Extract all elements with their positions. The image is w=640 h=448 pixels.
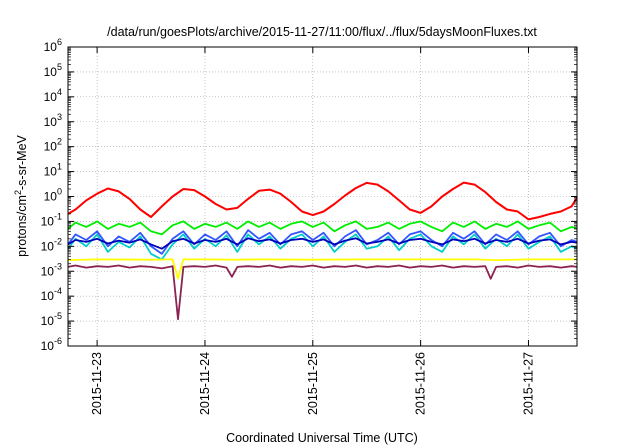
y-tick-base: 10 (44, 115, 58, 129)
y-tick-label: 10-6 (41, 336, 62, 353)
y-tick-base: 10 (41, 214, 55, 228)
series-line-5 (67, 237, 578, 250)
y-tick-label: 10-4 (41, 286, 62, 303)
y-tick-label: 10-2 (41, 236, 62, 253)
x-tick-labels: 2015-11-23 2015-11-24 2015-11-25 2015-11-26… (90, 352, 535, 415)
y-tick-exp: 6 (57, 37, 62, 47)
y-tick-exp: 3 (57, 112, 62, 122)
y-tick-base: 10 (41, 264, 55, 278)
y-tick-exp: -6 (54, 336, 62, 346)
y-tick-label: 100 (44, 187, 62, 204)
x-tick-label: 2015-11-25 (306, 352, 320, 415)
series-layer (67, 181, 578, 321)
y-tick-base: 10 (44, 65, 58, 79)
y-tick-labels: 10-610-510-410-310-210-11001011021031041… (41, 37, 62, 353)
y-tick-label: 103 (44, 112, 62, 129)
y-tick-base: 10 (44, 190, 58, 204)
x-axis-label: Coordinated Universal Time (UTC) (226, 431, 418, 445)
y-tick-exp: -4 (54, 286, 62, 296)
y-tick-label: 10-3 (41, 261, 62, 278)
x-tick-label: 2015-11-24 (198, 352, 212, 415)
x-tick-label: 2015-11-23 (90, 352, 104, 415)
y-tick-exp: 2 (57, 137, 62, 147)
y-tick-exp: 1 (57, 162, 62, 172)
ticks (68, 46, 577, 347)
y-tick-label: 104 (44, 87, 62, 104)
y-axis-label-rest: -s-sr-MeV (15, 134, 29, 190)
y-tick-exp: 4 (57, 87, 62, 97)
y-tick-base: 10 (44, 165, 58, 179)
grid (68, 47, 577, 346)
series-line-1 (67, 181, 578, 221)
y-tick-exp: 5 (57, 62, 62, 72)
y-tick-exp: -5 (54, 311, 62, 321)
x-tick-label: 2015-11-26 (414, 352, 428, 415)
y-tick-label: 101 (44, 162, 62, 179)
y-axis-label-base: protons/cm (15, 195, 29, 257)
x-tick-label: 2015-11-27 (521, 352, 535, 415)
y-tick-base: 10 (41, 239, 55, 253)
series-line-7 (67, 264, 578, 321)
y-tick-label: 10-1 (41, 211, 62, 228)
y-tick-exp: -2 (54, 236, 62, 246)
y-axis-label-sup: 2 (13, 190, 23, 195)
y-tick-exp: 0 (57, 187, 62, 197)
series-line-2 (67, 220, 578, 236)
y-tick-base: 10 (41, 289, 55, 303)
y-tick-label: 106 (44, 37, 62, 54)
y-tick-base: 10 (44, 40, 58, 54)
series-line-3 (67, 233, 578, 261)
y-tick-base: 10 (41, 339, 55, 353)
y-tick-base: 10 (44, 90, 58, 104)
y-axis-label: protons/cm2-s-sr-MeV (13, 134, 29, 256)
y-tick-exp: -3 (54, 261, 62, 271)
y-tick-base: 10 (44, 140, 58, 154)
series-line-4 (67, 229, 578, 255)
y-tick-exp: -1 (54, 211, 62, 221)
y-tick-base: 10 (41, 314, 55, 328)
series-line-6 (67, 258, 577, 280)
y-tick-label: 105 (44, 62, 62, 79)
y-tick-label: 102 (44, 137, 62, 154)
chart-title: /data/run/goesPlots/archive/2015-11-27/1… (107, 25, 537, 39)
y-tick-label: 10-5 (41, 311, 62, 328)
